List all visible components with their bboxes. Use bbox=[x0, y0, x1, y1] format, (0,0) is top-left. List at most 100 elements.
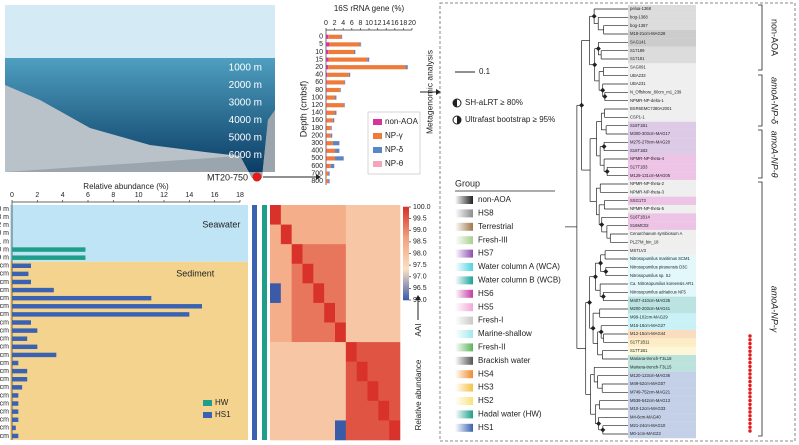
colorbar-label: 98.0 bbox=[413, 250, 427, 257]
hadal-dot bbox=[748, 417, 752, 422]
group-swatch bbox=[455, 303, 473, 312]
group-swatch bbox=[455, 289, 473, 298]
group-label: Fresh-II bbox=[478, 343, 506, 352]
leaf-label: S17T1B3 bbox=[630, 164, 648, 169]
sky bbox=[5, 5, 275, 65]
bar bbox=[12, 255, 86, 260]
heatmap-cell bbox=[389, 420, 401, 441]
heatmap-cell bbox=[280, 361, 292, 382]
bar bbox=[12, 409, 19, 414]
heatmap-cell bbox=[378, 400, 390, 421]
heatmap-cell bbox=[324, 205, 336, 225]
support-symbol bbox=[453, 99, 457, 107]
hadal-dot bbox=[748, 395, 752, 399]
bar bbox=[326, 148, 336, 153]
bar bbox=[405, 65, 408, 70]
leaf-label: Mariana-trench-T3L15 bbox=[630, 364, 672, 369]
colorbar-step bbox=[403, 234, 409, 238]
x-tick-label: 18 bbox=[236, 192, 244, 199]
heatmap-cell bbox=[345, 322, 357, 343]
x-tick-label: 12 bbox=[374, 20, 382, 27]
group-label: Water column B (WCB) bbox=[478, 276, 561, 285]
y-tick-label: 502 m bbox=[0, 222, 9, 229]
heatmap-cell bbox=[335, 420, 347, 441]
node-symbol bbox=[602, 94, 608, 99]
colorbar-step bbox=[403, 281, 409, 285]
heatmap-cell bbox=[367, 263, 379, 284]
leaf-label: Mariana-trench-T3L18 bbox=[630, 356, 672, 361]
group-swatch bbox=[455, 236, 473, 245]
heatmap-cell bbox=[280, 322, 292, 343]
y-tick-label: 40 bbox=[315, 72, 323, 79]
heatmap-label: AAI bbox=[414, 324, 423, 337]
colorbar-step bbox=[403, 292, 409, 296]
heatmap-cell bbox=[324, 400, 336, 421]
heatmap-cell bbox=[302, 420, 314, 441]
legend-label: non-AOA bbox=[385, 117, 419, 126]
hadal-dot bbox=[748, 414, 752, 418]
y-tick-label: 400 bbox=[311, 148, 323, 155]
bar bbox=[12, 385, 23, 390]
heatmap-cell bbox=[345, 420, 357, 441]
node-symbol bbox=[591, 13, 597, 19]
seafloor bbox=[5, 85, 275, 178]
heatmap-cell bbox=[356, 420, 368, 441]
support-label: SH-aLRT ≥ 80% bbox=[465, 98, 523, 107]
hadal-dot bbox=[748, 391, 752, 395]
clade-label: amoA-NP-θ bbox=[770, 131, 780, 178]
heatmap-cell bbox=[291, 322, 303, 343]
heatmap-cell bbox=[324, 381, 336, 402]
heatmap-cell bbox=[345, 205, 357, 225]
heatmap-cell bbox=[313, 263, 325, 284]
heatmap-cell bbox=[356, 224, 368, 245]
heatmap-cell bbox=[356, 283, 368, 304]
bar bbox=[326, 179, 329, 184]
bar bbox=[326, 95, 336, 100]
heatmap-cell bbox=[367, 224, 379, 245]
heatmap-cell bbox=[389, 322, 401, 343]
y-tick-label: 7900 m bbox=[0, 246, 9, 253]
heatmap-cell bbox=[291, 302, 303, 323]
y-tick-label: 600 bbox=[311, 163, 323, 170]
heatmap-cell bbox=[280, 283, 292, 304]
x-tick-label: 12 bbox=[160, 192, 168, 199]
heatmap-cell bbox=[378, 302, 390, 323]
bar bbox=[326, 110, 336, 115]
y-tick-label: 120 bbox=[311, 102, 323, 109]
heatmap-cell bbox=[378, 361, 390, 382]
heatmap-cell bbox=[335, 342, 347, 362]
leaf-band bbox=[628, 138, 696, 147]
colorbar-step bbox=[403, 229, 409, 233]
legend-label: NP-γ bbox=[385, 131, 403, 140]
y-tick-label: 300 bbox=[311, 140, 323, 147]
heatmap-cell bbox=[367, 283, 379, 304]
bar bbox=[330, 133, 333, 138]
heatmap-cell bbox=[270, 224, 282, 245]
heatmap-cell bbox=[345, 224, 357, 245]
group-swatch bbox=[455, 330, 473, 338]
heatmap-cell bbox=[367, 205, 379, 225]
leaf-band bbox=[628, 5, 696, 14]
heatmap-cell bbox=[356, 263, 368, 284]
colorbar-step bbox=[403, 271, 409, 275]
heatmap-cell bbox=[313, 244, 325, 265]
bar bbox=[328, 179, 330, 184]
colorbar-label: 96.5 bbox=[413, 285, 427, 292]
bar bbox=[326, 87, 340, 93]
leaf-label: PLZ7M_bin_18 bbox=[630, 239, 659, 244]
leaf-band bbox=[628, 380, 696, 389]
heatmap-cell bbox=[291, 244, 303, 265]
bar bbox=[326, 103, 344, 108]
node-symbol bbox=[598, 260, 604, 266]
leaf-label: M18-21cm-MAG28 bbox=[630, 31, 666, 36]
heatmap-cell bbox=[302, 205, 314, 225]
depth-label: 3000 m bbox=[229, 98, 262, 109]
y-tick-label: 800 bbox=[311, 178, 323, 185]
legend-label: HS1 bbox=[215, 410, 231, 419]
colorbar-step bbox=[403, 220, 409, 224]
heatmap-cell bbox=[280, 342, 292, 362]
hadal-dot bbox=[748, 345, 752, 350]
hadal-dot bbox=[748, 429, 752, 433]
group-label: Marine-shallow bbox=[478, 329, 532, 338]
